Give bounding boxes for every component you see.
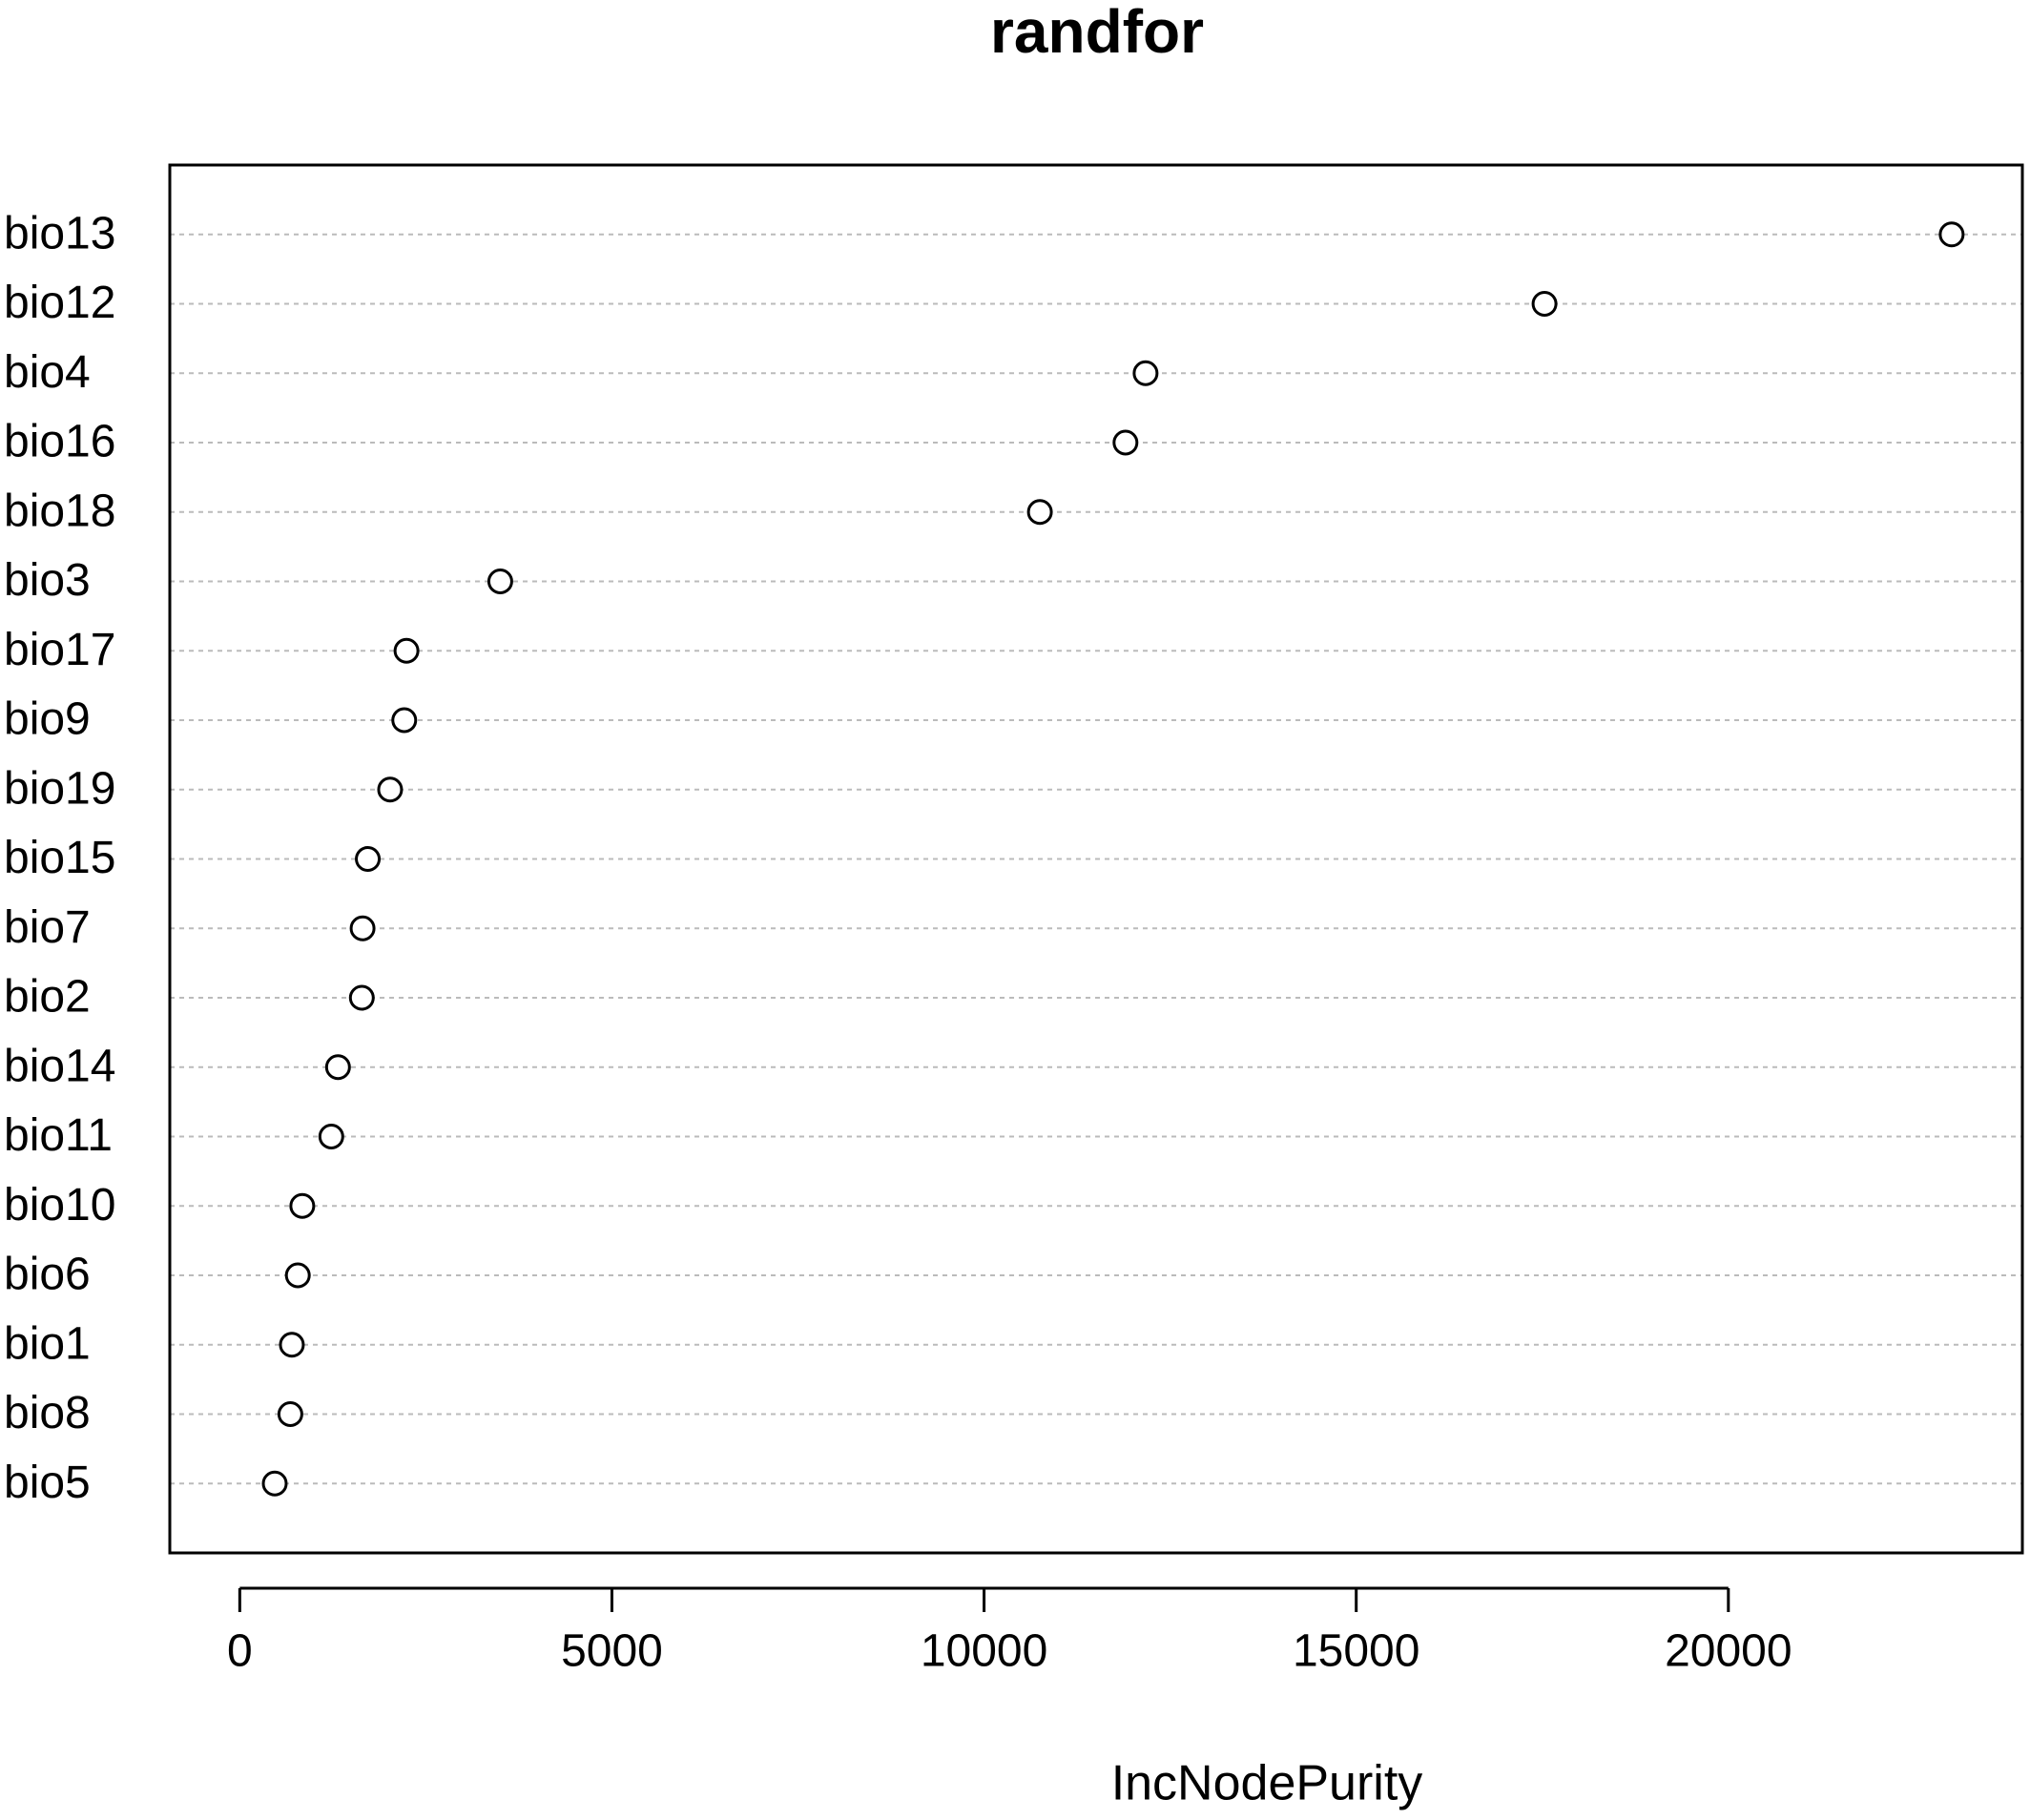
dot — [289, 1192, 316, 1219]
x-tick-label: 5000 — [561, 1626, 663, 1677]
dot — [1112, 429, 1139, 456]
plot-frame — [168, 163, 2024, 1555]
dot — [279, 1332, 305, 1358]
dot — [277, 1401, 303, 1427]
y-tick-label: bio9 — [4, 694, 91, 745]
y-tick-label: bio12 — [4, 278, 115, 328]
y-tick-label: bio15 — [4, 833, 115, 883]
y-tick-label: bio13 — [4, 208, 115, 259]
y-tick-label: bio19 — [4, 763, 115, 814]
y-tick-label: bio3 — [4, 555, 91, 606]
y-tick-label: bio18 — [4, 486, 115, 536]
dot — [318, 1124, 344, 1149]
dot — [348, 984, 375, 1011]
y-tick-label: bio14 — [4, 1041, 115, 1091]
y-tick-label: bio5 — [4, 1458, 91, 1508]
dot — [324, 1054, 351, 1081]
x-tick-label: 0 — [227, 1626, 253, 1677]
dot — [1938, 221, 1965, 248]
y-tick-label: bio8 — [4, 1388, 91, 1438]
dot — [391, 707, 418, 734]
dot — [1531, 291, 1558, 317]
chart-title: randfor — [990, 0, 1204, 66]
x-tick-label: 15000 — [1293, 1626, 1419, 1677]
dot — [261, 1470, 288, 1497]
y-tick-label: bio7 — [4, 902, 91, 953]
y-tick-label: bio17 — [4, 625, 115, 675]
x-axis-label: IncNodePurity — [1111, 1756, 1423, 1811]
dot — [284, 1262, 311, 1289]
dot — [393, 637, 420, 664]
y-tick-label: bio1 — [4, 1318, 91, 1369]
dot — [349, 915, 376, 941]
y-tick-label: bio2 — [4, 972, 91, 1023]
dot — [1132, 360, 1159, 386]
dot — [487, 569, 513, 594]
x-tick-label: 10000 — [921, 1626, 1047, 1677]
y-tick-label: bio10 — [4, 1180, 115, 1231]
y-tick-label: bio16 — [4, 417, 115, 467]
dot — [355, 846, 382, 872]
dot — [377, 776, 404, 803]
y-tick-label: bio6 — [4, 1250, 91, 1300]
y-tick-label: bio11 — [4, 1110, 113, 1161]
y-tick-label: bio4 — [4, 347, 91, 398]
dot — [1026, 499, 1053, 526]
x-tick-label: 20000 — [1665, 1626, 1792, 1677]
